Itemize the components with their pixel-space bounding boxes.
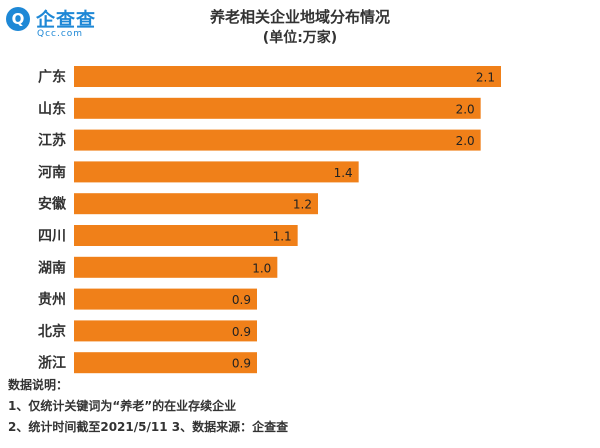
bar [74,225,298,246]
qcc-logo: Q 企查查 Qcc.com [6,4,126,40]
brand-domain: Qcc.com [37,29,84,39]
value-label: 1.1 [273,230,292,244]
bar [74,352,257,374]
brand-name: 企查查 [36,9,97,31]
data-notes: 数据说明： 1、仅统计关键词为“养老”的在业存续企业 2、统计时间截至2021/… [8,375,288,438]
bar [74,288,257,310]
value-label: 0.9 [232,325,251,339]
value-label: 1.4 [334,166,353,180]
value-label: 0.9 [232,293,251,307]
bar [74,161,359,183]
chart-subtitle: (单位:万家) [262,30,338,46]
bar [74,66,501,87]
category-label: 山东 [38,100,66,117]
bar [74,193,318,215]
value-label: 1.0 [252,261,271,275]
bar [74,256,278,278]
notes-line-1: 1、仅统计关键词为“养老”的在业存续企业 [8,399,237,413]
chart-header: 养老相关企业地域分布情况 (单位:万家) [0,6,600,48]
value-label: 2.0 [456,134,475,148]
value-label: 1.2 [293,198,312,212]
value-label: 2.0 [456,102,475,116]
notes-heading: 数据说明： [8,378,69,392]
category-label: 广东 [38,69,66,86]
bar-chart: 广东 2.1 山东 2.0 江苏 2.0 河南 1.4 安徽 1.2 四川 1.1 湖南 1.0 贵州 0.9… [38,66,501,374]
notes-line-2: 2、统计时间截至2021/5/11 3、数据来源：企查查 [8,420,289,434]
qcc-logo-icon: Q [6,7,30,31]
category-label: 四川 [38,229,66,245]
category-label: 浙江 [38,355,66,372]
category-label: 安徽 [38,196,67,213]
value-label: 2.1 [476,71,495,85]
bar [74,320,257,342]
value-label: 0.9 [232,357,251,371]
bar [74,129,481,151]
bar [74,97,481,119]
category-label: 北京 [38,323,66,340]
category-label: 贵州 [38,291,66,308]
category-label: 湖南 [38,259,66,276]
category-label: 河南 [38,164,66,181]
chart-title: 养老相关企业地域分布情况 [209,8,390,26]
category-label: 江苏 [38,132,66,149]
